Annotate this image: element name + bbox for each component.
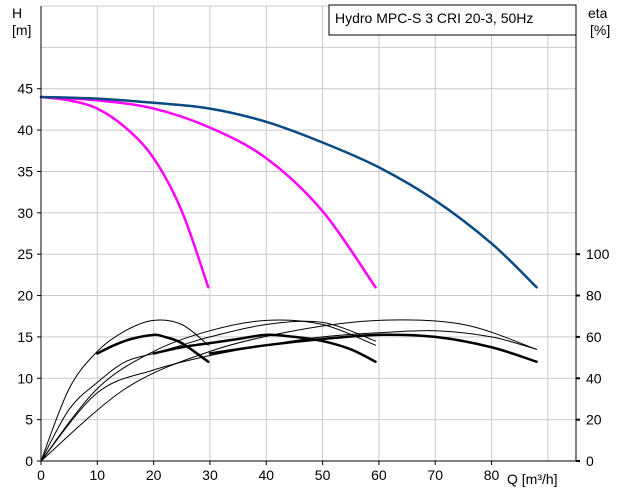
eta-tick-label: 20 bbox=[586, 412, 602, 428]
eta-axis-symbol: eta bbox=[588, 5, 608, 21]
y-tick-label: 5 bbox=[25, 412, 33, 428]
curves bbox=[39, 95, 538, 462]
y-tick-label: 25 bbox=[17, 246, 33, 262]
efficiency-curve-operating bbox=[152, 333, 377, 363]
y-tick-label: 20 bbox=[17, 288, 33, 304]
x-tick-label: 80 bbox=[484, 467, 500, 483]
legend-box bbox=[328, 4, 577, 36]
eta-tick-label: 40 bbox=[586, 370, 602, 386]
y-axis-unit: [m] bbox=[12, 22, 31, 38]
chart-title: Hydro MPC-S 3 CRI 20-3, 50Hz bbox=[335, 10, 533, 26]
y-tick-label: 45 bbox=[17, 81, 33, 97]
head-curve bbox=[39, 95, 538, 289]
efficiency-curve bbox=[40, 319, 538, 462]
efficiency-curve bbox=[40, 319, 377, 462]
y-axis-symbol: H bbox=[12, 5, 22, 21]
tick-labels: 0 10 20 30 40 50 60 70 80 0 5 10 15 20 25 30 35 40 45 0 20 40… bbox=[17, 81, 609, 483]
grid bbox=[40, 5, 576, 462]
eta-tick-label: 100 bbox=[586, 246, 610, 262]
axes bbox=[37, 6, 580, 465]
eta-tick-label: 60 bbox=[586, 329, 602, 345]
y-tick-label: 10 bbox=[17, 370, 33, 386]
eta-tick-label: 80 bbox=[586, 288, 602, 304]
x-tick-label: 60 bbox=[371, 467, 387, 483]
y-tick-label: 35 bbox=[17, 163, 33, 179]
x-tick-label: 40 bbox=[258, 467, 274, 483]
x-tick-label: 30 bbox=[202, 467, 218, 483]
x-tick-label: 0 bbox=[37, 467, 45, 483]
head-curve bbox=[39, 95, 210, 289]
x-tick-label: 10 bbox=[90, 467, 106, 483]
efficiency-curve bbox=[40, 319, 209, 462]
y-tick-label: 40 bbox=[17, 122, 33, 138]
x-axis-label: Q [m³/h] bbox=[507, 471, 558, 487]
x-tick-label: 50 bbox=[315, 467, 331, 483]
efficiency-curve-operating bbox=[96, 333, 210, 363]
y-tick-label: 30 bbox=[17, 205, 33, 221]
x-tick-label: 70 bbox=[427, 467, 443, 483]
eta-axis-unit: [%] bbox=[590, 22, 610, 38]
head-curve bbox=[39, 95, 377, 289]
y-tick-label: 0 bbox=[25, 453, 33, 469]
eta-tick-label: 0 bbox=[586, 453, 594, 469]
x-tick-label: 20 bbox=[146, 467, 162, 483]
y-tick-label: 15 bbox=[17, 329, 33, 345]
efficiency-curve-operating bbox=[208, 333, 538, 363]
